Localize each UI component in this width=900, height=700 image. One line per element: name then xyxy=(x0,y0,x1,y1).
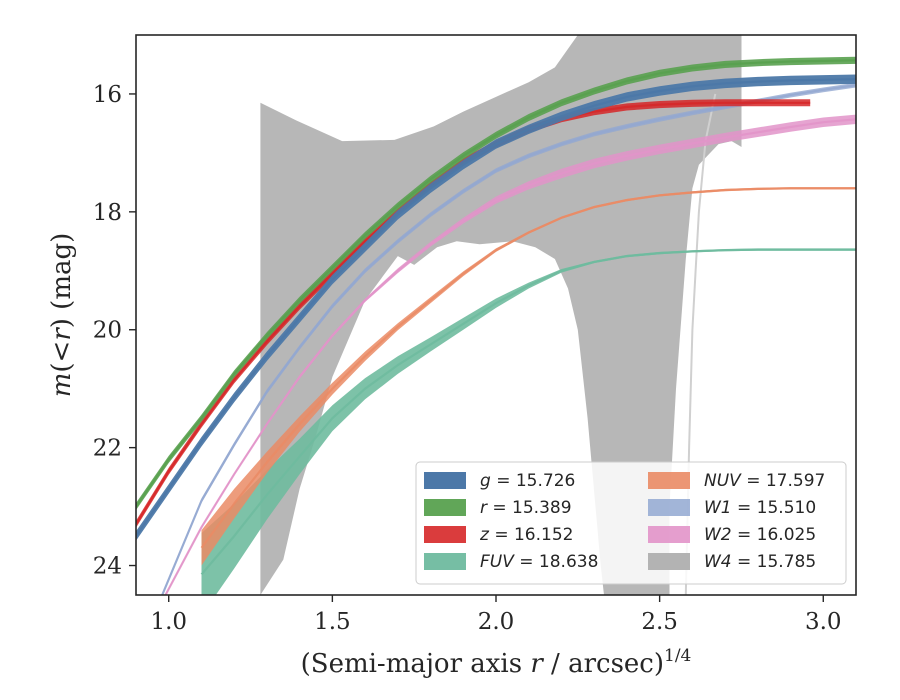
x-tick-label: 3.0 xyxy=(805,609,842,635)
legend-box xyxy=(415,461,847,585)
legend-label-r: r = 15.389 xyxy=(480,498,572,518)
series-W4-region xyxy=(260,35,742,595)
y-tick-label: 24 xyxy=(93,554,122,580)
y-tick-label: 20 xyxy=(93,318,122,344)
legend-label-NUV: NUV = 17.597 xyxy=(704,471,825,491)
series-g-line xyxy=(136,78,856,537)
legend-swatch-FUV xyxy=(424,553,466,570)
axes: 1.0 1.5 2.0 2.5 3.0 16 18 20 22 24 xyxy=(93,82,842,635)
x-tick-label: 1.0 xyxy=(150,609,187,635)
legend-swatch-W2 xyxy=(648,526,690,543)
legend-swatch-W4 xyxy=(648,553,690,570)
x-tick-label: 1.5 xyxy=(314,609,351,635)
legend-label-W2: W2 = 16.025 xyxy=(704,525,816,545)
legend-label-FUV: FUV = 18.638 xyxy=(480,552,598,572)
series-NUV-line xyxy=(200,187,856,549)
legend-swatch-W1 xyxy=(648,499,690,516)
x-tick-label: 2.0 xyxy=(478,609,515,635)
series-r-line xyxy=(136,59,856,508)
legend-label-z: z = 16.152 xyxy=(479,525,573,545)
x-tick-label: 2.5 xyxy=(641,609,678,635)
legend: g = 15.726 r = 15.389 z = 16.152 FUV = 18.6… xyxy=(415,461,847,585)
plot-area xyxy=(136,35,856,595)
legend-swatch-g xyxy=(424,472,466,489)
series-FUV-band xyxy=(201,248,856,595)
y-tick-label: 22 xyxy=(93,436,122,462)
legend-swatch-NUV xyxy=(648,472,690,489)
legend-swatch-z xyxy=(424,526,466,543)
x-axis-label: (Semi-major axis r / arcsec)1/4 xyxy=(301,646,692,679)
y-axis-label: m(<r) (mag) xyxy=(47,233,77,398)
series-FUV-line xyxy=(200,248,856,576)
legend-label-W4: W4 = 15.785 xyxy=(704,552,816,572)
series-W2-line xyxy=(164,118,856,595)
y-tick-label: 18 xyxy=(93,200,122,226)
legend-label-g: g = 15.726 xyxy=(480,471,575,491)
y-tick-label: 16 xyxy=(93,82,122,108)
legend-swatch-r xyxy=(424,499,466,516)
legend-label-W1: W1 = 15.510 xyxy=(704,498,816,518)
